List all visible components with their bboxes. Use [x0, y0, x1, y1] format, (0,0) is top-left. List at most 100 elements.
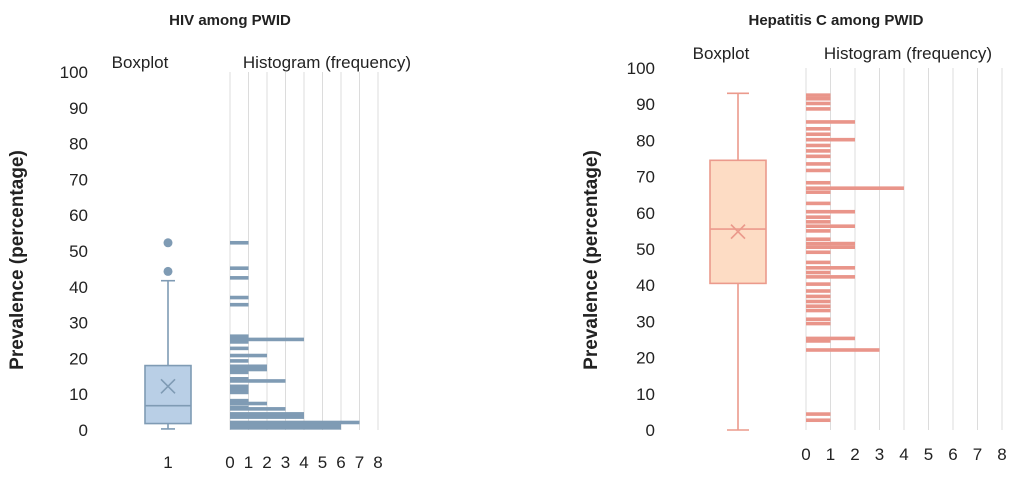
hiv-outlier-point	[163, 238, 173, 248]
hiv-hist-bar	[230, 334, 249, 339]
hiv-mean-marker	[160, 378, 176, 394]
hiv-hist-bar	[230, 420, 360, 425]
hcv-hist-bar	[806, 209, 855, 214]
hiv-hist-x-tick-label: 1	[244, 453, 253, 472]
hiv-hist-bar	[230, 407, 286, 411]
hiv-box	[144, 364, 192, 425]
hcv-hist-x-tick-label: 6	[948, 445, 957, 464]
hcv-hist-bar	[806, 93, 831, 97]
hcv-hist-x-tick-label: 7	[973, 445, 982, 464]
hcv-hist-bar	[806, 317, 831, 322]
hcv-hist-x-tick-label: 8	[997, 445, 1006, 464]
hcv-y-tick-label: 10	[636, 385, 655, 404]
hiv-hist-bar	[230, 390, 249, 395]
hcv-hist-bar	[806, 149, 831, 153]
hiv-hist-bar	[230, 379, 286, 383]
hiv-y-tick-label: 90	[69, 99, 88, 118]
hiv-hist-bar	[230, 370, 249, 375]
hcv-y-tick-label: 30	[636, 312, 655, 331]
hcv-hist-bar	[806, 143, 831, 148]
hiv-hist-bar	[230, 415, 304, 419]
hcv-hist-bar	[806, 96, 831, 101]
hcv-y-tick-label: 60	[636, 204, 655, 223]
hiv-hist-bar	[230, 302, 249, 307]
hiv-hist-x-tick-label: 4	[299, 453, 308, 472]
hcv-y-tick-label: 90	[636, 95, 655, 114]
hiv-hist-bar	[230, 346, 249, 351]
hcv-mean-marker	[730, 224, 746, 240]
hcv-hist-x-tick-label: 5	[924, 445, 933, 464]
hcv-hist-bar	[806, 289, 831, 293]
hcv-hist-bar	[806, 321, 831, 326]
hiv-hist-x-tick-label: 8	[373, 453, 382, 472]
hiv-hist-x-tick-label: 2	[262, 453, 271, 472]
hcv-boxplot-label: Boxplot	[693, 44, 750, 63]
hcv-hist-bar	[806, 266, 855, 270]
hcv-hist-bar	[806, 101, 831, 106]
hcv-y-tick-label: 40	[636, 276, 655, 295]
hcv-hist-bar	[806, 180, 831, 185]
hiv-y-tick-label: 50	[69, 242, 88, 261]
hiv-y-tick-label: 30	[69, 314, 88, 333]
hiv-hist-x-tick-label: 3	[281, 453, 290, 472]
hiv-hist-bar	[230, 240, 249, 245]
hiv-hist-bar	[230, 426, 341, 430]
hiv-y-tick-label: 0	[79, 421, 88, 440]
hiv-y-tick-label: 80	[69, 135, 88, 154]
hcv-hist-x-tick-label: 0	[801, 445, 810, 464]
hcv-y-tick-label: 20	[636, 349, 655, 368]
hcv-hist-bar	[806, 162, 831, 166]
hcv-hist-bar	[806, 168, 831, 173]
hcv-hist-bar	[806, 127, 831, 131]
hiv-y-tick-label: 20	[69, 349, 88, 368]
hiv-hist-bar	[230, 353, 267, 358]
hiv-chart-title: HIV among PWID	[169, 12, 291, 29]
hiv-hist-bar	[230, 364, 267, 369]
hcv-hist-bar	[806, 224, 855, 228]
hiv-y-tick-label: 70	[69, 170, 88, 189]
hiv-hist-bar	[230, 367, 267, 372]
hiv-boxplot-label: Boxplot	[112, 53, 169, 72]
hiv-hist-bar	[230, 337, 304, 342]
hiv-hist-bar	[230, 401, 267, 406]
hcv-hist-bar	[806, 237, 831, 242]
hcv-hist-bar	[806, 336, 855, 341]
hiv-hist-bar	[230, 276, 249, 280]
hcv-hist-bar	[806, 190, 831, 194]
hcv-hist-bar	[806, 186, 904, 190]
hiv-y-axis-label: Prevalence (percentage)	[7, 150, 28, 370]
hcv-hist-bar	[806, 132, 831, 137]
hcv-hist-x-tick-label: 2	[850, 445, 859, 464]
hiv-y-tick-label: 10	[69, 385, 88, 404]
hcv-y-tick-label: 50	[636, 240, 655, 259]
hcv-y-tick-label: 0	[646, 421, 655, 440]
hcv-y-tick-label: 100	[627, 59, 655, 78]
hcv-hist-bar	[806, 270, 831, 275]
hcv-hist-bar	[806, 250, 831, 255]
hiv-hist-bar	[230, 423, 341, 428]
hcv-hist-bar	[806, 275, 855, 279]
hcv-y-tick-label: 80	[636, 131, 655, 150]
hcv-hist-bar	[806, 260, 831, 265]
hcv-hist-bar	[806, 137, 855, 142]
hcv-chart-title: Hepatitis C among PWID	[748, 12, 923, 29]
hcv-hist-bar	[806, 154, 831, 159]
hiv-hist-bar	[230, 387, 249, 392]
hcv-histogram-label: Histogram (frequency)	[824, 44, 992, 63]
hcv-hist-bar	[806, 215, 831, 219]
hiv-hist-bar	[230, 412, 304, 416]
hcv-hist-bar	[806, 201, 831, 206]
hiv-hist-bar	[230, 384, 249, 389]
hiv-hist-bar	[230, 295, 249, 300]
hcv-hist-x-tick-label: 4	[899, 445, 908, 464]
hiv-hist-bar	[230, 266, 249, 270]
hiv-chart: HIV among PWID Prevalence (percentage) B…	[7, 12, 411, 472]
hiv-y-tick-label: 100	[60, 63, 88, 82]
hcv-chart: Hepatitis C among PWID Prevalence (perce…	[581, 12, 1007, 464]
hiv-hist-bar	[230, 398, 249, 403]
hcv-hist-bar	[806, 241, 855, 246]
hcv-y-tick-label: 70	[636, 168, 655, 187]
